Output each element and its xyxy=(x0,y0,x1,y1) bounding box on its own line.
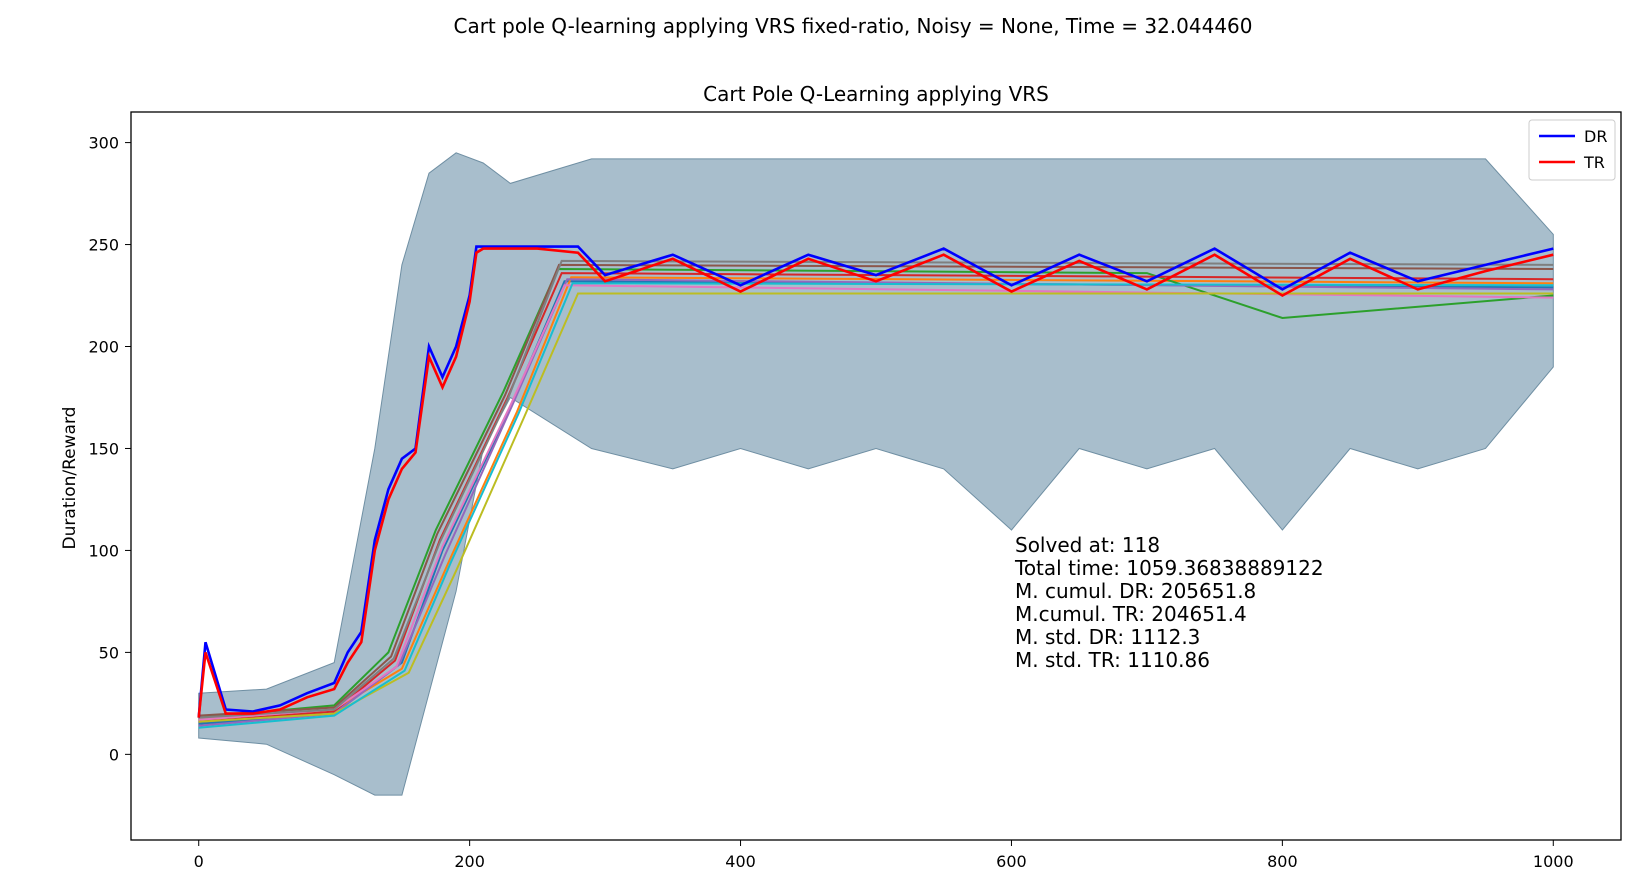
annotation-line: M.cumul. TR: 204651.4 xyxy=(1015,602,1247,626)
x-tick-label: 600 xyxy=(996,852,1027,871)
annotation-line: M. cumul. DR: 205651.8 xyxy=(1015,579,1256,603)
x-tick-label: 0 xyxy=(194,852,204,871)
run-line-10 xyxy=(198,282,1554,729)
legend: DR TR xyxy=(1528,119,1616,181)
y-tick-label: 150 xyxy=(88,439,119,458)
run-line-6 xyxy=(198,263,1554,717)
run-line-8 xyxy=(198,259,1554,719)
y-tick-label: 250 xyxy=(88,236,119,255)
x-axis-ticks: 0 200 400 600 800 1000 xyxy=(194,840,1574,871)
annotation-line: M. std. DR: 1112.3 xyxy=(1015,625,1200,649)
figure-suptitle: Cart pole Q-learning applying VRS fixed-… xyxy=(453,14,1252,38)
std-band xyxy=(198,152,1554,796)
annotation-line: M. std. TR: 1110.86 xyxy=(1015,648,1210,672)
series-line-tr xyxy=(197,247,1554,718)
annotation-line: Solved at: 118 xyxy=(1015,533,1160,557)
y-axis-label: Duration/Reward xyxy=(60,407,80,550)
legend-label-tr: TR xyxy=(1583,153,1605,172)
annotation-line: Total time: 1059.36838889122 xyxy=(1014,556,1324,580)
x-tick-label: 200 xyxy=(454,852,485,871)
x-tick-label: 400 xyxy=(725,852,756,871)
y-axis-ticks: 0 50 100 150 200 250 300 xyxy=(88,134,131,764)
run-line-3 xyxy=(198,267,1554,719)
y-tick-label: 300 xyxy=(88,134,119,153)
chart-title: Cart Pole Q-Learning applying VRS xyxy=(703,82,1049,106)
y-tick-label: 50 xyxy=(99,643,119,662)
legend-label-dr: DR xyxy=(1584,127,1607,146)
y-tick-label: 100 xyxy=(88,541,119,560)
plot-area xyxy=(197,152,1554,796)
run-line-9 xyxy=(198,292,1554,723)
plot-frame xyxy=(130,111,1622,841)
series-line-dr xyxy=(197,245,1554,718)
x-tick-label: 1000 xyxy=(1533,852,1574,871)
x-tick-label: 800 xyxy=(1267,852,1298,871)
y-tick-label: 0 xyxy=(109,745,119,764)
y-tick-label: 200 xyxy=(88,338,119,357)
